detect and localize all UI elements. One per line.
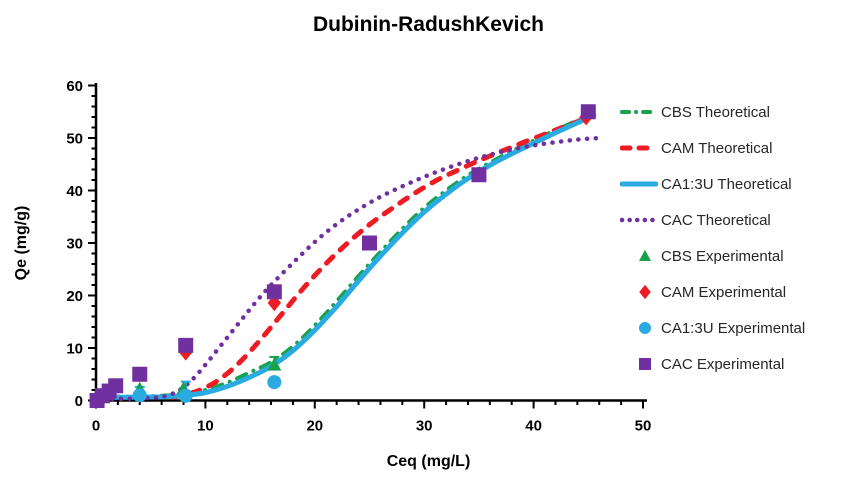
y-axis-title: Qe (mg/g) xyxy=(13,205,30,281)
triangle-marker xyxy=(267,357,282,371)
diamond-marker xyxy=(267,294,282,312)
cac-experimental-swatch-icon xyxy=(639,358,651,370)
square-marker xyxy=(132,366,148,382)
legend-item-ca1-3u-theoretical[interactable]: CA1:3U Theoretical xyxy=(620,166,805,202)
square-marker xyxy=(362,235,377,251)
legend-label: CBS Theoretical xyxy=(661,103,770,121)
square-marker xyxy=(108,378,124,394)
y-tick-label: 60 xyxy=(66,78,83,95)
diamond-marker xyxy=(639,284,651,300)
legend: CBS Theoretical CAM Theoretical CA1:3U The… xyxy=(620,94,805,382)
chart-title: Dubinin-RadushKevich xyxy=(312,13,544,36)
circle-marker xyxy=(178,388,193,403)
circle-marker xyxy=(132,388,147,403)
y-tick-label: 40 xyxy=(66,183,83,200)
ca1-3u-experimental-markers xyxy=(132,375,282,403)
y-tick-label: 0 xyxy=(75,393,83,410)
legend-item-ca1-3u-experimental[interactable]: CA1:3U Experimental xyxy=(620,310,805,346)
square-marker xyxy=(266,284,282,300)
legend-label: CA1:3U Experimental xyxy=(661,319,806,337)
x-tick-label: 50 xyxy=(635,418,652,435)
y-tick-label: 20 xyxy=(66,288,83,305)
y-tick-label: 10 xyxy=(66,341,83,358)
x-tick-label: 0 xyxy=(92,418,100,435)
ca1-3u-theoretical-swatch-icon xyxy=(620,181,658,187)
square-marker xyxy=(471,167,487,183)
cac-experimental-markers xyxy=(89,104,596,408)
triangle-marker xyxy=(639,249,651,262)
legend-item-cbs-theoretical[interactable]: CBS Theoretical xyxy=(620,94,805,130)
ca1-3u-experimental-swatch-icon xyxy=(639,322,651,334)
legend-item-cam-experimental[interactable]: CAM Experimental xyxy=(620,274,805,310)
square-marker xyxy=(639,358,651,370)
legend-label: CBS Experimental xyxy=(661,247,784,265)
legend-item-cac-experimental[interactable]: CAC Experimental xyxy=(620,346,805,382)
legend-label: CAM Experimental xyxy=(661,283,787,301)
legend-item-cam-theoretical[interactable]: CAM Theoretical xyxy=(620,130,805,166)
circle-marker xyxy=(267,375,282,390)
x-axis-ticks: 0 10 20 30 40 50 xyxy=(92,400,652,435)
y-axis-ticks: 0 10 20 30 40 50 60 xyxy=(66,78,96,410)
x-tick-label: 30 xyxy=(416,418,433,435)
legend-label: CAC Experimental xyxy=(661,355,785,373)
cam-theoretical-curve xyxy=(170,115,591,400)
square-marker xyxy=(178,337,194,353)
x-tick-label: 20 xyxy=(306,418,323,435)
cbs-experimental-swatch-icon xyxy=(639,249,651,262)
legend-item-cbs-experimental[interactable]: CBS Experimental xyxy=(620,238,805,274)
x-tick-label: 10 xyxy=(197,418,214,435)
cam-theoretical-swatch-icon xyxy=(620,145,658,151)
y-tick-label: 30 xyxy=(66,236,83,253)
legend-label: CAC Theoretical xyxy=(661,211,771,229)
cac-theoretical-swatch-icon xyxy=(620,217,658,223)
ca1-3u-theoretical-curve xyxy=(108,112,597,400)
cam-experimental-swatch-icon xyxy=(639,284,651,300)
legend-label: CA1:3U Theoretical xyxy=(661,175,792,193)
legend-item-cac-theoretical[interactable]: CAC Theoretical xyxy=(620,202,805,238)
cbs-theoretical-swatch-icon xyxy=(620,110,658,114)
x-axis-title: Ceq (mg/L) xyxy=(386,453,471,470)
square-marker xyxy=(580,104,596,120)
x-tick-label: 40 xyxy=(525,418,542,435)
y-tick-label: 50 xyxy=(66,131,83,148)
cbs-experimental-markers xyxy=(132,357,282,395)
circle-marker xyxy=(639,322,651,334)
legend-label: CAM Theoretical xyxy=(661,139,773,157)
